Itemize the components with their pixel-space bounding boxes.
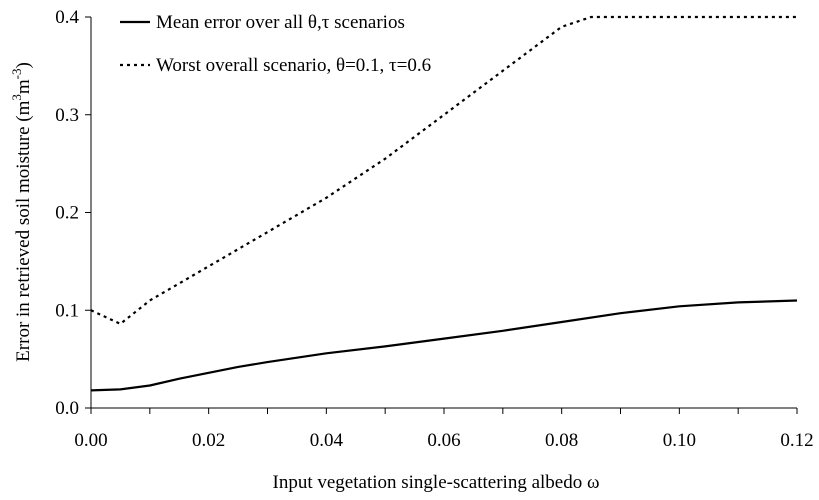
x-tick-label: 0.02 [192, 430, 225, 451]
y-tick-label: 0.3 [55, 105, 79, 126]
legend-label-mean: Mean error over all θ,τ scenarios [156, 12, 405, 33]
y-axis-title: Error in retrieved soil moisture (m3m-3) [9, 62, 34, 362]
y-tick-label: 0.0 [55, 398, 79, 419]
legend-label-worst: Worst overall scenario, θ=0.1, τ=0.6 [156, 55, 431, 76]
y-tick-label: 0.2 [55, 203, 79, 224]
x-tick-label: 0.00 [74, 430, 107, 451]
series-mean-line [90, 299, 798, 392]
y-tick-label: 0.1 [55, 300, 79, 321]
x-tick-label: 0.04 [310, 430, 344, 451]
x-tick-label: 0.10 [663, 430, 696, 451]
x-tick-label: 0.06 [427, 430, 460, 451]
y-ticks: 0.0 0.1 0.2 0.3 0.4 [55, 7, 91, 419]
x-axis-title: Input vegetation single-scattering albed… [273, 472, 600, 493]
series-worst-line [90, 15, 797, 325]
x-tick-label: 0.12 [780, 430, 813, 451]
legend: Mean error over all θ,τ scenarios Worst … [120, 12, 431, 76]
y-tick-label: 0.4 [55, 7, 79, 28]
x-ticks: 0.00 0.02 0.04 0.06 0.08 0.10 0.12 [74, 408, 814, 451]
x-tick-label: 0.08 [545, 430, 578, 451]
series-layer [90, 15, 798, 392]
